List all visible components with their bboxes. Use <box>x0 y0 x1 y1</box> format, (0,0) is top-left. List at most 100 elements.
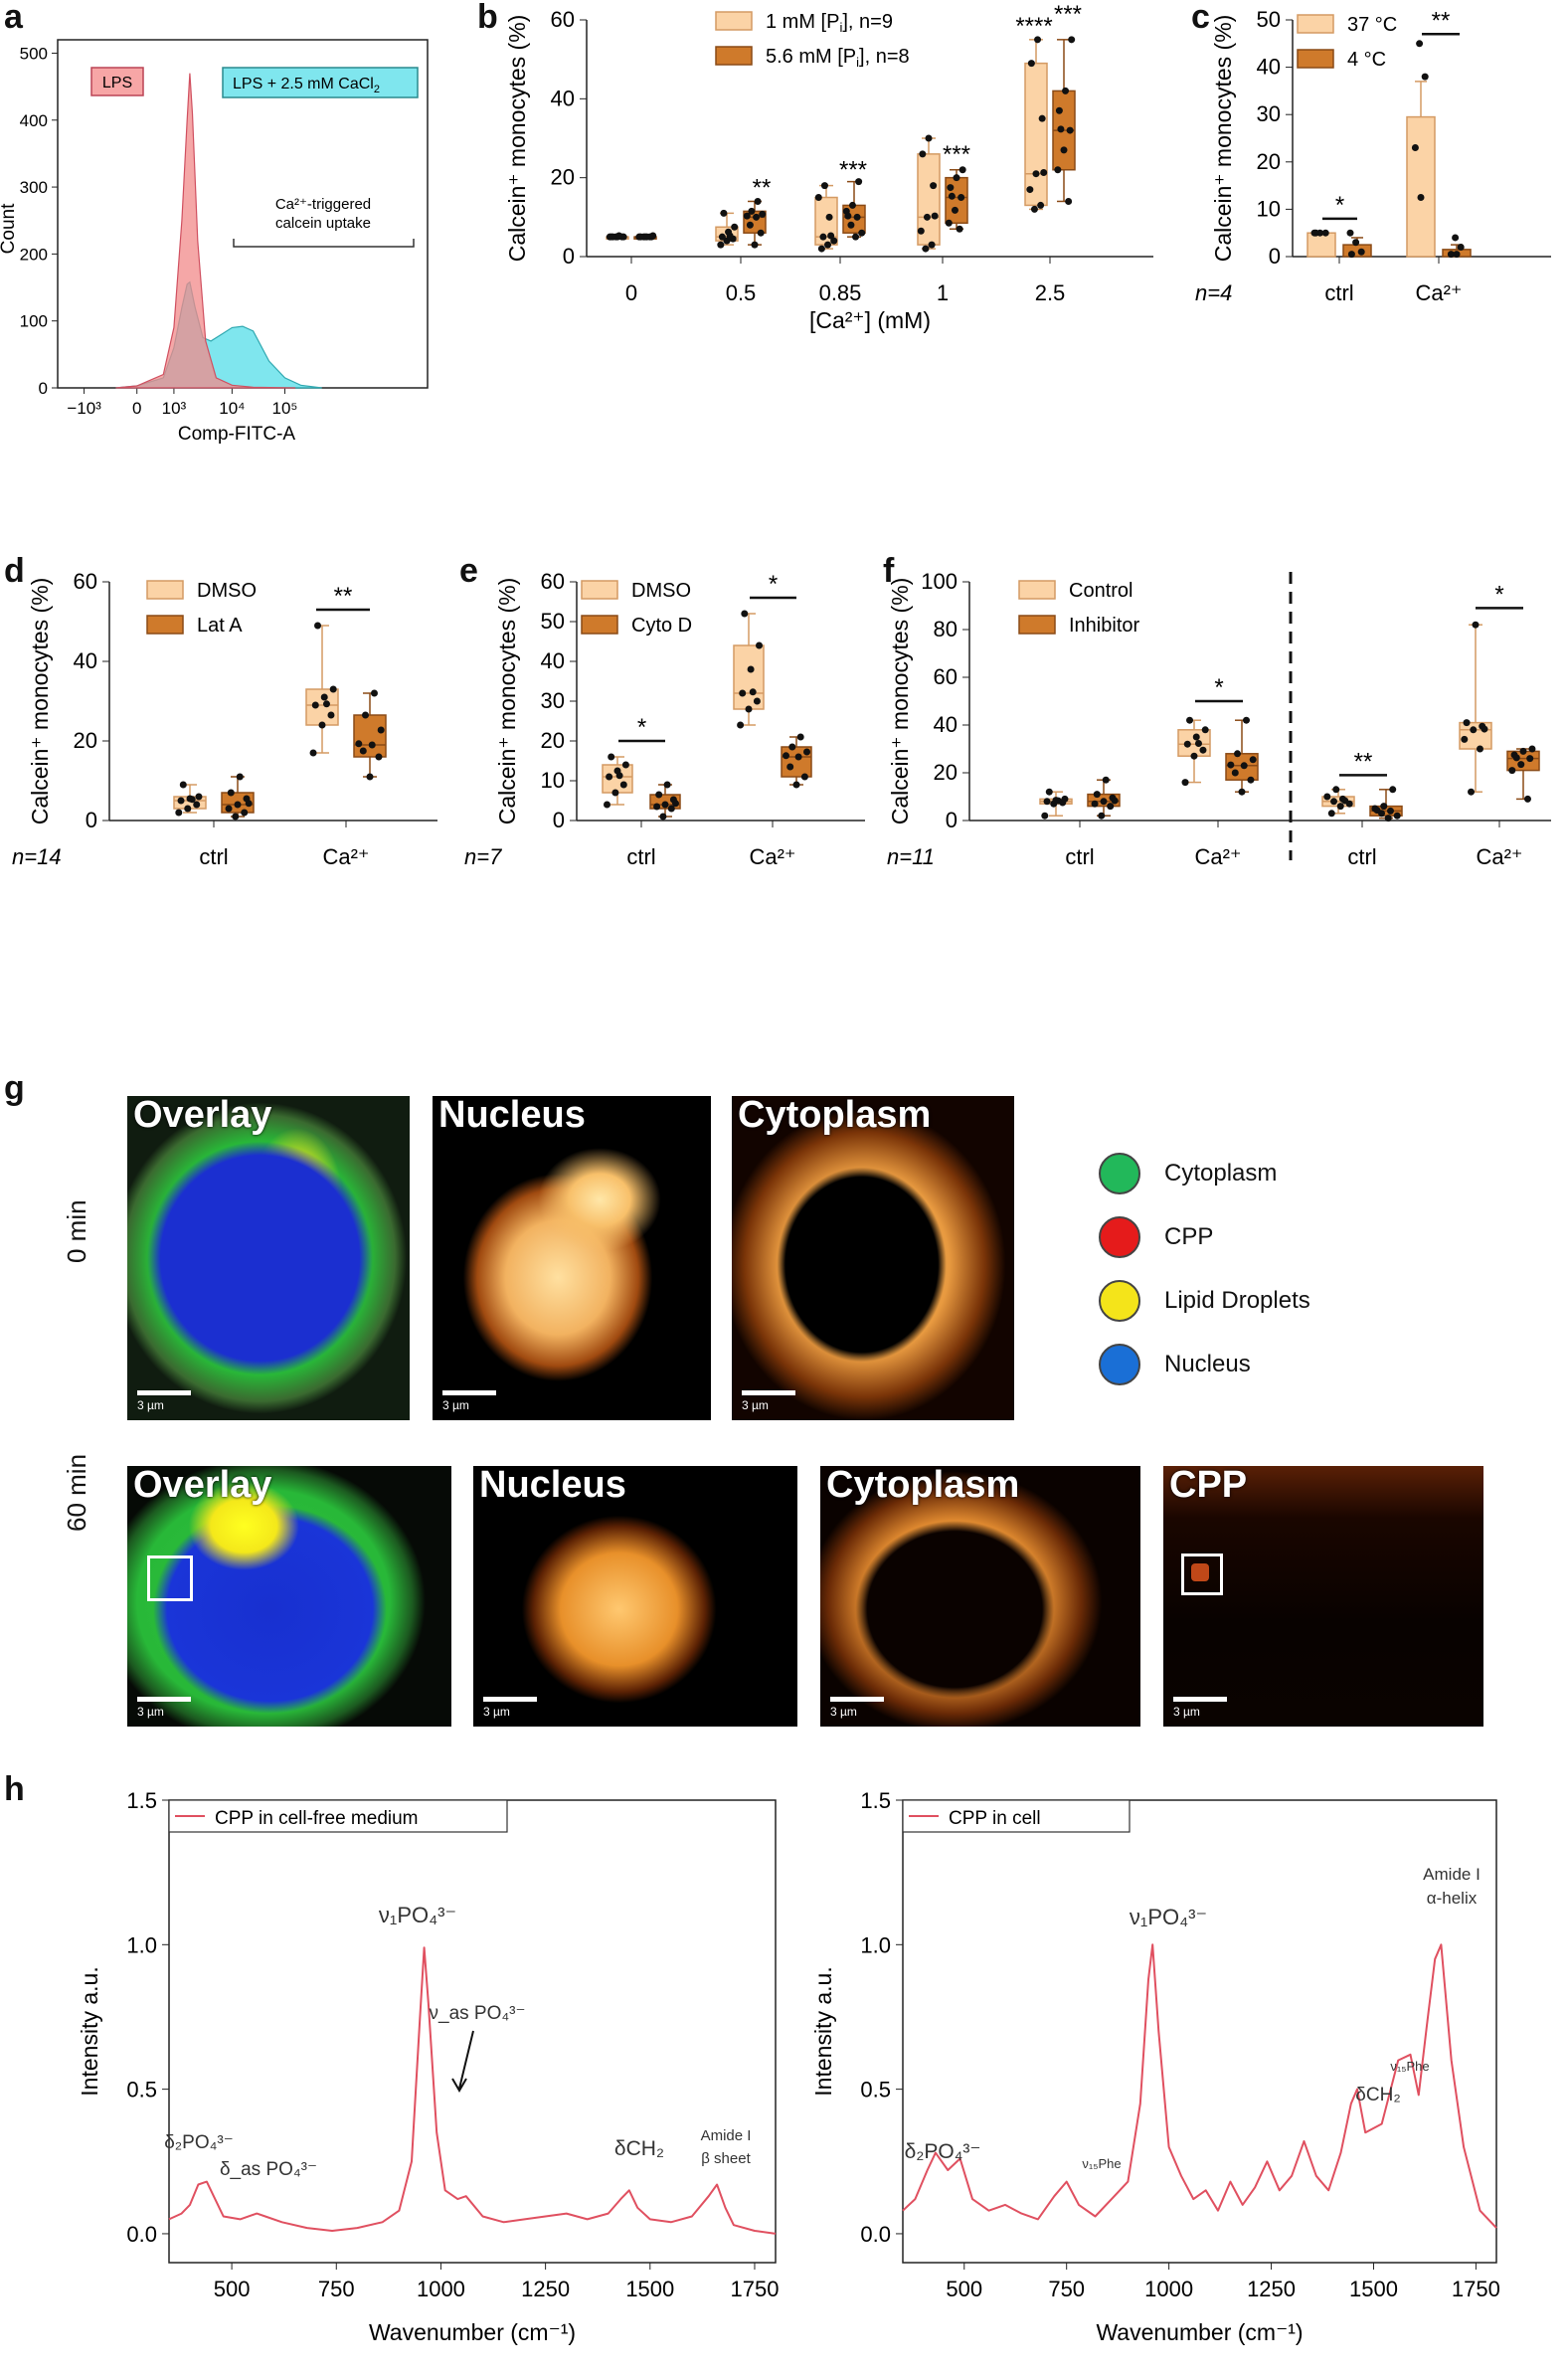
data-point <box>1194 739 1202 747</box>
data-point <box>928 241 936 249</box>
data-point <box>1468 788 1476 796</box>
data-point <box>824 241 832 249</box>
scale-bar: 3 µm <box>442 1390 496 1412</box>
data-point <box>1411 144 1419 152</box>
data-point <box>661 801 669 809</box>
data-point <box>792 781 800 789</box>
data-point <box>723 237 731 245</box>
micro-nucleus-60min: Nucleus 3 µm <box>473 1466 797 1727</box>
data-point <box>619 781 627 789</box>
data-point <box>1517 761 1525 769</box>
peak-annotation: Amide I <box>701 2127 752 2144</box>
panel-d-boxplot: 0 20 40 60 Calcein⁺ monocytes (%) ctrl Ca²⁺ n=1… <box>12 569 437 869</box>
legend-dot-icon <box>1099 1216 1140 1258</box>
data-point <box>1393 812 1401 820</box>
data-point <box>655 791 663 799</box>
legend-item-cytoplasm: Cytoplasm <box>1099 1142 1310 1205</box>
series-area-lps-cacl2 <box>115 280 322 389</box>
data-point <box>649 232 657 240</box>
legend-lps-cacl2-box <box>222 67 419 98</box>
legend-swatch-2 <box>715 46 753 66</box>
data-point <box>359 747 367 755</box>
significance-label: * <box>1494 581 1503 608</box>
data-point <box>1045 788 1053 796</box>
x-tick-label: 1750 <box>730 2277 779 2301</box>
x-tick-label: Ca²⁺ <box>322 844 369 869</box>
data-point <box>1240 762 1248 770</box>
data-point <box>318 721 326 729</box>
data-point <box>858 229 866 237</box>
micro-title: Cytoplasm <box>826 1466 1020 1506</box>
data-point <box>1041 812 1049 820</box>
data-point <box>786 763 794 771</box>
scale-bar: 3 µm <box>830 1697 884 1719</box>
x-tick-label: 750 <box>318 2277 355 2301</box>
legend-swatch-1 <box>1018 580 1056 600</box>
y-tick-label: 0 <box>1269 244 1281 269</box>
y-tick-label: 1.5 <box>126 1788 157 1813</box>
x-tick-label: 1250 <box>521 2277 570 2301</box>
data-point <box>188 796 196 804</box>
x-tick-label: 1 <box>937 280 949 305</box>
data-point <box>1247 776 1255 784</box>
bar <box>1342 244 1372 258</box>
x-tick-label: −10³ <box>67 399 101 418</box>
data-point <box>611 789 619 797</box>
data-point <box>1055 106 1063 114</box>
data-point <box>606 773 613 781</box>
legend-label-1: 1 mM [Pi], n=9 <box>766 11 893 35</box>
data-point <box>956 225 963 233</box>
legend-dot-icon <box>1099 1344 1140 1385</box>
y-tick-label: 20 <box>1257 149 1281 174</box>
box <box>353 714 387 758</box>
scale-bar: 3 µm <box>137 1697 191 1719</box>
y-tick-label: 60 <box>74 569 97 594</box>
data-point <box>1183 740 1191 748</box>
y-axis-label: Calcein⁺ monocytes (%) <box>887 578 913 825</box>
peak-annotation: ν₁₅Phe <box>1390 2059 1429 2074</box>
x-tick-label: 0 <box>132 399 141 418</box>
y-tick-label: 60 <box>551 7 575 32</box>
significance-label: * <box>1335 192 1344 219</box>
panel-a-ylabel: Count <box>0 203 19 254</box>
data-point <box>615 232 623 240</box>
data-point <box>1242 716 1250 724</box>
x-tick-label: 750 <box>1048 2277 1085 2301</box>
data-point <box>1190 752 1198 760</box>
y-tick-label: 0 <box>946 808 958 832</box>
data-point <box>1332 786 1340 794</box>
panel-letter-b: b <box>477 0 498 36</box>
data-point <box>958 194 965 201</box>
data-point <box>751 241 759 249</box>
data-point <box>825 213 833 221</box>
data-point <box>355 740 363 748</box>
y-tick-label: 100 <box>20 312 48 331</box>
y-axis-label: Calcein⁺ monocytes (%) <box>504 15 530 263</box>
y-axis-label: Calcein⁺ monocytes (%) <box>1210 15 1236 263</box>
peak-annotation: ν_as PO₄³⁻ <box>430 2003 526 2024</box>
data-point <box>749 688 757 696</box>
legend-box <box>902 1799 1131 1833</box>
data-point <box>175 809 183 817</box>
panel-letter-e: e <box>459 552 478 590</box>
data-point <box>1186 716 1194 724</box>
data-point <box>309 749 317 757</box>
data-point <box>1032 170 1040 178</box>
spectrum-line <box>168 1946 777 2235</box>
data-point <box>1417 194 1425 201</box>
data-point <box>1249 756 1257 764</box>
panel-letter-f: f <box>883 552 895 590</box>
y-tick-label: 1.0 <box>860 1932 891 1957</box>
micro-cytoplasm-60min: Cytoplasm 3 µm <box>820 1466 1140 1727</box>
data-point <box>930 182 938 190</box>
x-tick-label: 0 <box>625 280 637 305</box>
y-tick-label: 50 <box>1257 7 1281 32</box>
data-point <box>958 166 966 174</box>
data-point <box>232 813 240 821</box>
plot-frame <box>902 1799 1497 2264</box>
panel-e-boxplot: 0 10 20 30 40 50 60 Calcein⁺ monocytes (%) ctrl C… <box>464 569 865 869</box>
panel-c-barplot: 0 10 20 30 40 50 Calcein⁺ monocytes (%) ctrl Ca²… <box>1195 7 1551 305</box>
data-point <box>643 233 651 241</box>
y-tick-label: 20 <box>934 760 958 785</box>
legend-label: CPP in cell-free medium <box>215 1808 419 1829</box>
